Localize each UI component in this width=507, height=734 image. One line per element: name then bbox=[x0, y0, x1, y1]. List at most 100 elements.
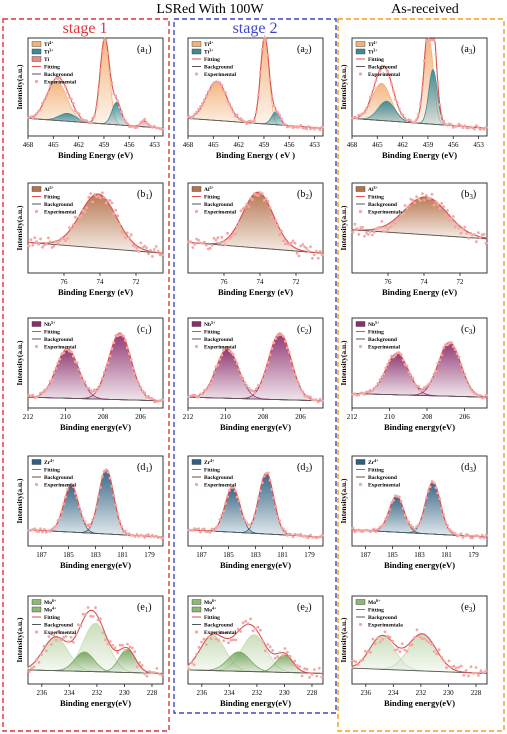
experimental-point bbox=[129, 233, 133, 237]
legend-entry: Background bbox=[368, 475, 397, 481]
experimental-point bbox=[48, 84, 52, 88]
experimental-point bbox=[434, 52, 438, 56]
experimental-point bbox=[363, 111, 366, 114]
experimental-point bbox=[114, 208, 118, 212]
experimental-point bbox=[457, 355, 461, 359]
experimental-point bbox=[91, 200, 94, 204]
experimental-point bbox=[442, 205, 445, 209]
y-axis-label: Intensity(a.u.) bbox=[339, 478, 348, 524]
experimental-point bbox=[153, 671, 156, 674]
experimental-point bbox=[364, 649, 367, 653]
experimental-point bbox=[75, 361, 79, 365]
x-tick-label: 206 bbox=[295, 413, 306, 421]
experimental-point bbox=[476, 126, 480, 129]
x-tick-label: 72 bbox=[133, 278, 141, 286]
experimental-point bbox=[149, 248, 152, 252]
legend-entry: Background bbox=[44, 623, 73, 629]
experimental-point bbox=[380, 375, 384, 379]
experimental-point bbox=[390, 82, 393, 86]
x-tick-label: 465 bbox=[48, 141, 59, 149]
experimental-point bbox=[469, 231, 472, 235]
experimental-point bbox=[442, 513, 445, 517]
experimental-point bbox=[459, 231, 463, 235]
legend-entry: Ti4+ bbox=[368, 40, 378, 48]
experimental-point bbox=[110, 484, 114, 488]
experimental-point bbox=[237, 221, 241, 225]
experimental-point bbox=[436, 202, 440, 206]
legend-entry: Ti3+ bbox=[204, 48, 214, 56]
experimental-point bbox=[260, 378, 264, 381]
header-lsred: LSRed With 100W bbox=[156, 2, 264, 17]
experimental-point bbox=[229, 638, 233, 642]
experimental-point bbox=[43, 528, 46, 531]
experimental-point bbox=[270, 215, 274, 219]
experimental-point bbox=[199, 392, 202, 396]
experimental-point bbox=[214, 526, 218, 530]
legend-entry: Background bbox=[44, 72, 73, 78]
experimental-point bbox=[71, 102, 75, 105]
experimental-point bbox=[241, 376, 245, 380]
experimental-point bbox=[147, 395, 150, 398]
experimental-point bbox=[459, 124, 463, 127]
x-tick-label: 206 bbox=[135, 413, 146, 421]
experimental-point bbox=[378, 225, 382, 229]
panel-label: (c3) bbox=[461, 324, 476, 336]
experimental-point bbox=[374, 385, 378, 388]
experimental-point bbox=[141, 534, 145, 538]
experimental-point bbox=[108, 640, 112, 643]
legend-swatch bbox=[191, 459, 202, 465]
experimental-point bbox=[418, 635, 421, 639]
experimental-point bbox=[73, 360, 77, 363]
x-tick-label: 206 bbox=[459, 413, 470, 421]
experimental-point bbox=[70, 227, 73, 231]
experimental-point bbox=[100, 191, 104, 195]
experimental-point bbox=[372, 86, 376, 90]
experimental-point bbox=[289, 241, 293, 245]
experimental-point bbox=[413, 120, 417, 124]
plot-frame bbox=[187, 182, 324, 274]
experimental-point bbox=[262, 199, 266, 202]
experimental-point bbox=[52, 244, 56, 248]
experimental-point bbox=[405, 206, 409, 210]
legend-entry: Fitting bbox=[204, 57, 220, 63]
experimental-point bbox=[67, 640, 70, 644]
x-tick-label: 453 bbox=[149, 141, 160, 149]
experimental-point bbox=[46, 385, 50, 388]
experimental-point bbox=[212, 236, 216, 240]
experimental-point bbox=[141, 389, 145, 393]
experimental-point bbox=[62, 502, 66, 506]
experimental-point bbox=[208, 530, 212, 534]
x-tick-label: 210 bbox=[60, 413, 71, 421]
experimental-point bbox=[268, 353, 272, 357]
experimental-point bbox=[368, 230, 372, 234]
experimental-point bbox=[230, 351, 233, 354]
experimental-point bbox=[415, 118, 418, 121]
panel-e2: 236 234 232 230 228 Binding energy(eV) (e2) Mo6… bbox=[187, 595, 324, 708]
experimental-point bbox=[478, 536, 482, 540]
x-tick-label: 76 bbox=[385, 278, 393, 286]
experimental-point bbox=[100, 49, 104, 52]
experimental-point bbox=[280, 117, 283, 121]
experimental-point bbox=[376, 527, 380, 531]
experimental-point bbox=[281, 654, 284, 657]
experimental-point bbox=[64, 85, 67, 89]
legend-entry: Mo4+ bbox=[44, 606, 57, 614]
experimental-point bbox=[401, 507, 405, 510]
experimental-point bbox=[318, 128, 322, 132]
experimental-point bbox=[472, 671, 475, 675]
experimental-point bbox=[147, 123, 150, 126]
experimental-point bbox=[484, 393, 488, 397]
legend-swatch bbox=[358, 72, 363, 76]
experimental-point bbox=[190, 661, 194, 665]
experimental-point bbox=[222, 348, 226, 352]
legend-swatch bbox=[191, 599, 202, 605]
experimental-point bbox=[411, 198, 415, 202]
x-tick-label: 210 bbox=[384, 413, 395, 421]
experimental-point bbox=[260, 481, 264, 485]
experimental-point bbox=[81, 517, 85, 520]
x-tick-label: 179 bbox=[144, 551, 155, 559]
experimental-point bbox=[114, 503, 118, 507]
legend-swatch bbox=[355, 41, 366, 47]
experimental-point bbox=[427, 641, 431, 644]
experimental-point bbox=[228, 349, 231, 353]
